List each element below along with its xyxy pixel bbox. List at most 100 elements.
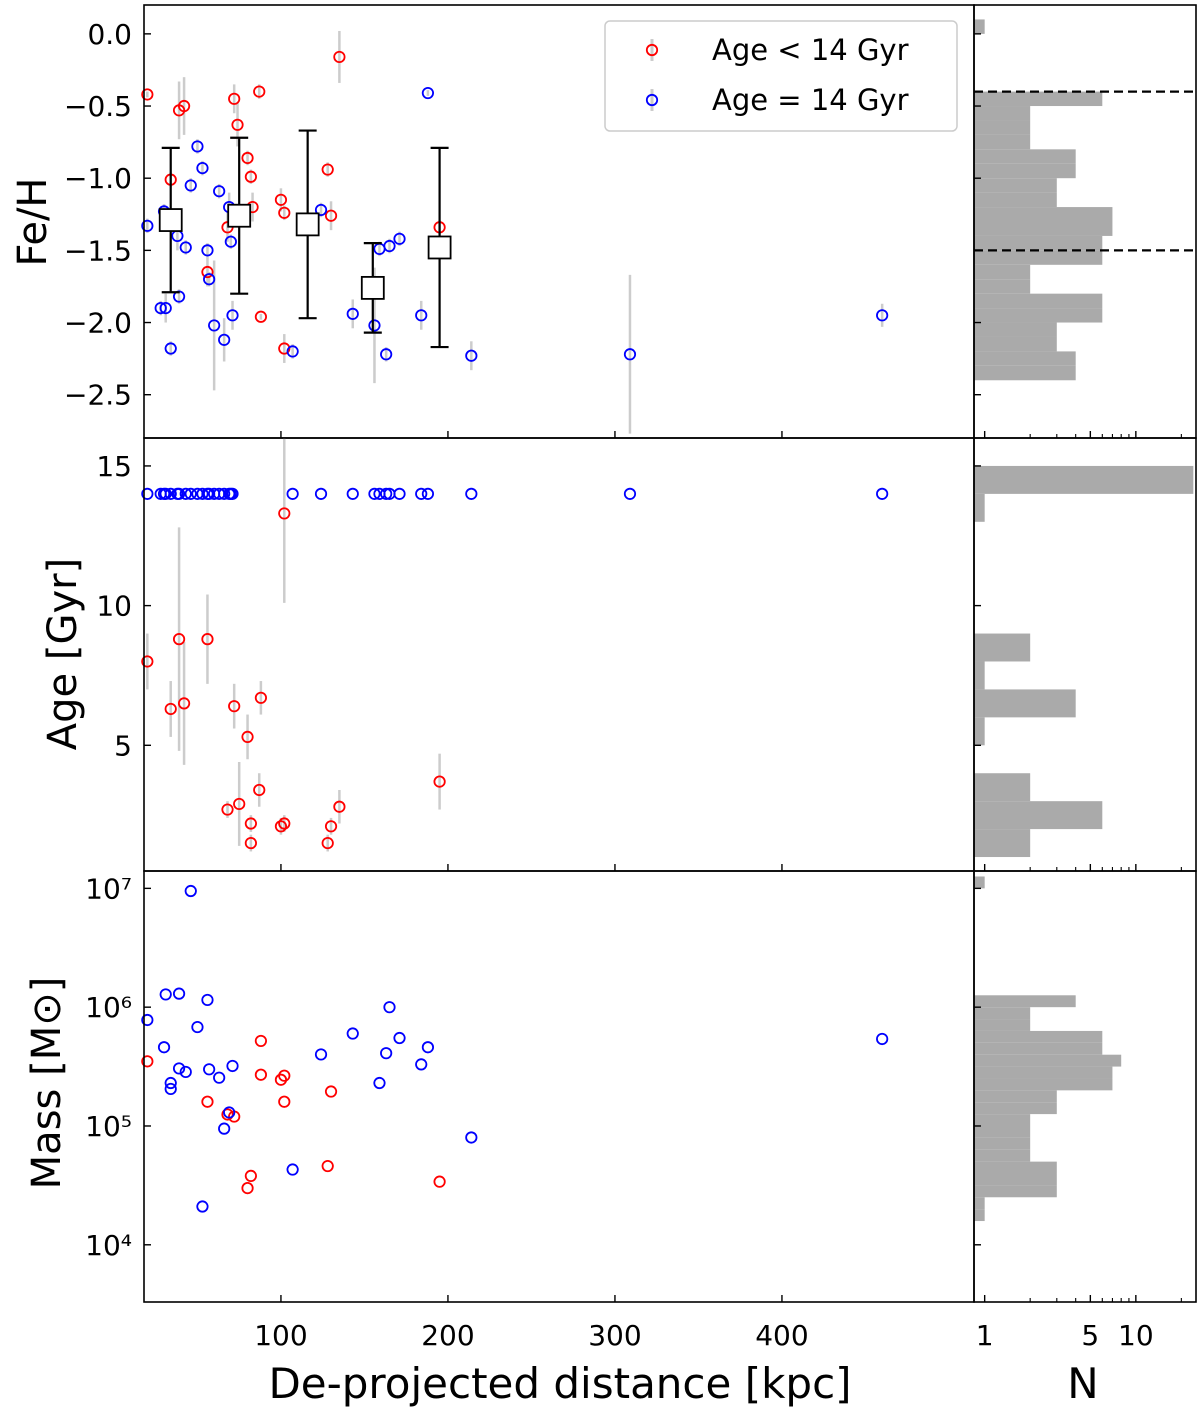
mass-hist-bar — [974, 1066, 1113, 1079]
age-hist-bar — [974, 801, 1103, 830]
mass-old-point — [465, 1131, 478, 1144]
mass-old-point — [218, 1122, 231, 1135]
age-young-point — [244, 817, 257, 830]
feh-hist-bar — [974, 207, 1113, 222]
mass-old-point — [172, 987, 186, 1000]
age-old-point — [876, 487, 889, 500]
feh-old-point — [393, 232, 406, 245]
mass-young-point — [254, 1034, 268, 1048]
mass-old-point — [226, 1059, 239, 1073]
feh-young-point — [228, 92, 241, 105]
mass-hist-bar — [974, 1197, 985, 1210]
mass-old-point — [314, 1048, 328, 1061]
feh-hist-bar — [974, 221, 1113, 236]
legend-young-marker — [645, 43, 659, 57]
feh-old-point — [380, 348, 393, 361]
feh-ytick-label: −2.5 — [64, 379, 132, 412]
mass-hist-bar — [974, 1007, 1031, 1020]
mass-old-point — [383, 1001, 396, 1014]
mass-old-point — [203, 1063, 216, 1076]
mass-young-point — [241, 1182, 254, 1195]
feh-hist-bar — [974, 308, 1103, 323]
mass-old-point — [380, 1047, 393, 1060]
feh-hist-bar — [974, 322, 1057, 337]
age-young-point — [201, 633, 214, 646]
feh-hist-bar — [974, 106, 1031, 121]
age-young-point — [177, 697, 191, 710]
feh-hist-bar — [974, 293, 1103, 309]
mass-hist-bar — [974, 1102, 1057, 1115]
age-marks: 5 10 15 — [96, 437, 1197, 872]
feh-young-point — [201, 265, 214, 279]
age-young-point — [324, 820, 338, 833]
mass-panel: 10⁴ 10⁵ 10⁶ 10⁷ Mass [M⊙] — [24, 870, 1197, 1303]
age-old-point — [623, 487, 637, 500]
feh-ytick-label: −1.5 — [64, 234, 132, 267]
feh-ytick-label: −1.0 — [64, 162, 132, 195]
feh-old-point — [213, 185, 226, 198]
feh-old-point — [196, 161, 209, 175]
mass-old-point — [421, 1041, 435, 1054]
age-young-point — [321, 836, 334, 850]
mass-old-point — [415, 1058, 428, 1071]
age-old-point — [172, 487, 186, 500]
feh-hist-bar — [974, 192, 1057, 208]
feh-binned-mean — [360, 275, 385, 300]
age-old-point — [218, 487, 231, 500]
histogram-x-axis: 1 5 10 — [976, 1319, 1154, 1352]
feh-ytick-label: −0.5 — [64, 90, 132, 123]
feh-ytick-label: −2.0 — [64, 307, 132, 340]
mass-young-point — [254, 1068, 268, 1081]
mass-young-point — [324, 1085, 338, 1098]
feh-binned-mean — [295, 212, 320, 237]
age-old-point — [196, 487, 209, 500]
mass-old-point — [393, 1031, 406, 1045]
feh-hist-bar — [974, 336, 1057, 352]
legend-old-marker — [645, 93, 659, 107]
mass-plot-frame — [143, 870, 975, 1303]
feh-old-point — [201, 244, 214, 257]
age-hist-bar — [974, 465, 1194, 494]
feh-hist-bar — [974, 250, 1103, 265]
age-old-point — [226, 487, 239, 500]
mass-old-point — [346, 1027, 359, 1040]
feh-old-point — [208, 319, 221, 332]
feh-old-point — [314, 203, 328, 217]
feh-hist-bar — [974, 279, 1031, 294]
histogram-x-label: N — [1067, 1359, 1098, 1408]
age-young-point — [333, 800, 346, 813]
mass-old-point — [164, 1082, 177, 1096]
age-old-point — [159, 487, 172, 500]
mass-old-point — [141, 1013, 154, 1027]
age-old-point — [179, 487, 192, 500]
age-young-point — [228, 700, 241, 713]
legend-young-label: Age < 14 Gyr — [712, 33, 909, 67]
age-young-point — [233, 797, 246, 811]
age-hist-bar — [974, 493, 985, 522]
feh-old-point — [179, 241, 192, 254]
age-old-point — [141, 487, 154, 500]
feh-hist-bar — [974, 163, 1076, 179]
age-young-point — [241, 730, 254, 744]
mass-ytick-label: 10⁴ — [85, 1229, 132, 1262]
age-hist-bar — [974, 661, 985, 690]
age-young-point — [172, 633, 186, 646]
feh-old-point — [368, 319, 381, 332]
age-hist-bar — [974, 717, 985, 746]
age-young-point — [244, 836, 257, 850]
age-hist-bar — [974, 689, 1076, 718]
feh-old-point — [141, 219, 154, 232]
feh-old-point — [203, 273, 216, 286]
feh-old-point — [154, 301, 167, 315]
mass-hist-bar — [974, 1161, 1057, 1174]
mass-old-point — [184, 884, 197, 898]
feh-young-point — [321, 163, 334, 176]
x-tick-label: 100 — [254, 1319, 307, 1352]
mass-old-point — [179, 1065, 192, 1079]
mass-old-point — [876, 1032, 889, 1046]
feh-young-point — [278, 342, 291, 355]
hist-x-tick-label: 1 — [976, 1319, 994, 1352]
feh-young-point — [333, 50, 346, 64]
feh-young-point — [141, 88, 154, 101]
feh-old-point — [164, 342, 177, 355]
